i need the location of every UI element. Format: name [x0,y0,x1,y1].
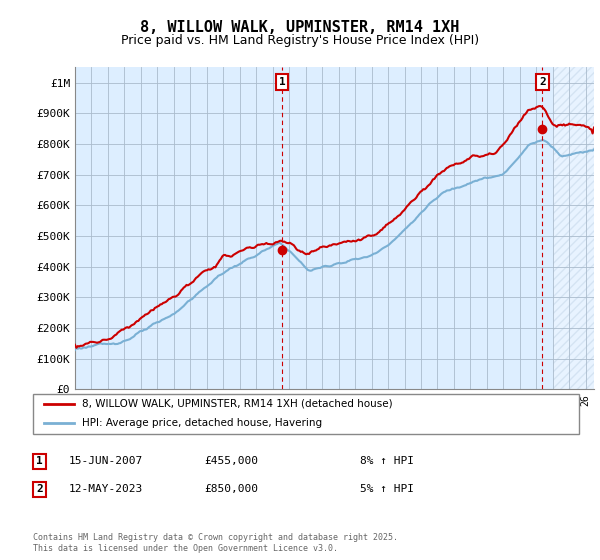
Text: 12-MAY-2023: 12-MAY-2023 [69,484,143,494]
Text: Price paid vs. HM Land Registry's House Price Index (HPI): Price paid vs. HM Land Registry's House … [121,34,479,46]
Text: 8% ↑ HPI: 8% ↑ HPI [360,456,414,466]
Text: 1: 1 [36,456,43,466]
Text: 2: 2 [36,484,43,494]
Text: £455,000: £455,000 [204,456,258,466]
Text: 5% ↑ HPI: 5% ↑ HPI [360,484,414,494]
Text: 15-JUN-2007: 15-JUN-2007 [69,456,143,466]
Text: £850,000: £850,000 [204,484,258,494]
Text: 8, WILLOW WALK, UPMINSTER, RM14 1XH (detached house): 8, WILLOW WALK, UPMINSTER, RM14 1XH (det… [82,399,393,409]
Text: 8, WILLOW WALK, UPMINSTER, RM14 1XH: 8, WILLOW WALK, UPMINSTER, RM14 1XH [140,20,460,35]
Text: 1: 1 [279,77,286,87]
Text: 2: 2 [539,77,546,87]
FancyBboxPatch shape [33,394,579,434]
Bar [553,67,594,389]
Bar [553,67,594,389]
Text: HPI: Average price, detached house, Havering: HPI: Average price, detached house, Have… [82,418,322,428]
Text: Contains HM Land Registry data © Crown copyright and database right 2025.
This d: Contains HM Land Registry data © Crown c… [33,533,398,553]
